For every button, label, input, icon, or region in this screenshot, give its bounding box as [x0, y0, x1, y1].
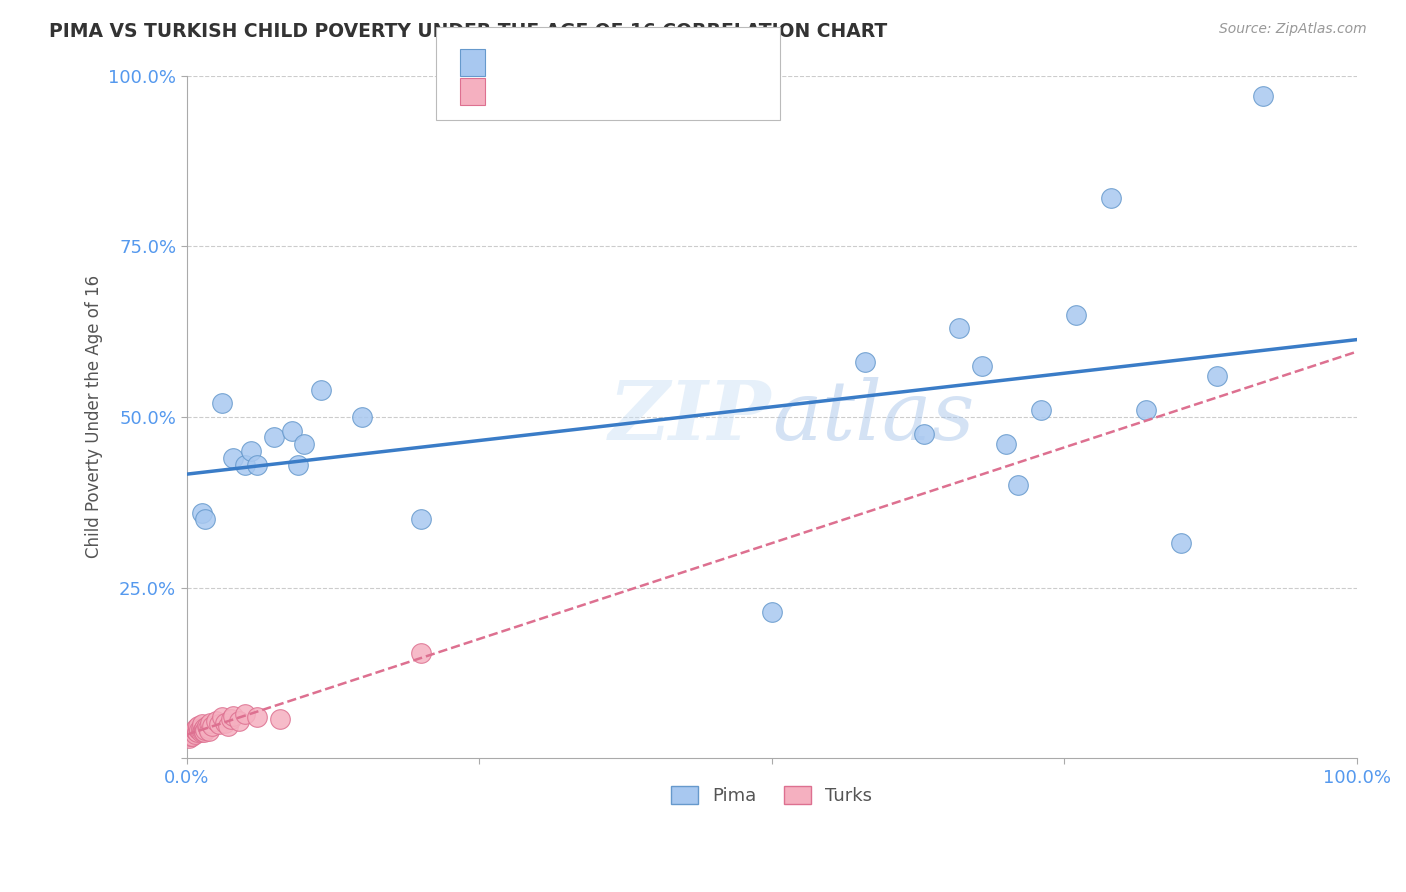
Point — [352, 409, 374, 424]
Point — [263, 430, 285, 444]
Point — [180, 727, 202, 741]
Text: ZIP: ZIP — [609, 377, 772, 457]
Point — [219, 712, 242, 726]
Point — [198, 715, 221, 730]
Point — [1205, 368, 1227, 383]
Point — [309, 383, 332, 397]
Point — [184, 723, 207, 737]
Point — [181, 729, 204, 743]
Point — [177, 731, 200, 745]
Text: Source: ZipAtlas.com: Source: ZipAtlas.com — [1219, 22, 1367, 37]
Point — [197, 721, 219, 735]
Point — [184, 721, 207, 735]
Point — [228, 714, 250, 728]
Point — [198, 724, 221, 739]
Point — [972, 359, 994, 373]
Point — [1170, 536, 1192, 550]
Point — [281, 424, 304, 438]
Point — [191, 723, 214, 737]
Point — [246, 458, 269, 472]
Point — [409, 512, 432, 526]
Legend: Pima, Turks: Pima, Turks — [662, 777, 882, 814]
Point — [1135, 403, 1157, 417]
Point — [855, 355, 877, 369]
Point — [183, 725, 205, 739]
Point — [292, 437, 315, 451]
Point — [912, 427, 935, 442]
Point — [186, 725, 208, 739]
Point — [187, 722, 209, 736]
Text: R = 0.496   N = 28: R = 0.496 N = 28 — [499, 54, 669, 71]
Point — [1007, 478, 1029, 492]
Point — [191, 506, 214, 520]
Point — [188, 723, 211, 737]
Point — [222, 450, 245, 465]
Point — [201, 718, 224, 732]
Point — [179, 730, 201, 744]
Point — [190, 725, 212, 739]
Point — [240, 444, 263, 458]
Point — [994, 437, 1017, 451]
Text: atlas: atlas — [772, 377, 974, 457]
Point — [194, 723, 217, 737]
Point — [211, 710, 233, 724]
Point — [211, 396, 233, 410]
Point — [205, 714, 228, 728]
Point — [194, 512, 217, 526]
Point — [233, 706, 256, 721]
Point — [246, 710, 269, 724]
Point — [191, 717, 214, 731]
Point — [1029, 403, 1052, 417]
Point — [190, 721, 212, 735]
Point — [217, 718, 239, 732]
Text: PIMA VS TURKISH CHILD POVERTY UNDER THE AGE OF 16 CORRELATION CHART: PIMA VS TURKISH CHILD POVERTY UNDER THE … — [49, 22, 887, 41]
Point — [287, 458, 309, 472]
Point — [187, 718, 209, 732]
Point — [191, 724, 214, 739]
Point — [214, 715, 236, 730]
Point — [193, 721, 215, 735]
Point — [184, 724, 207, 739]
Point — [233, 458, 256, 472]
Point — [184, 727, 207, 741]
Point — [1253, 89, 1275, 103]
Point — [208, 717, 231, 731]
Point — [1099, 191, 1122, 205]
Point — [193, 725, 215, 739]
Point — [409, 646, 432, 660]
Point — [761, 605, 783, 619]
Point — [195, 718, 218, 732]
Point — [222, 709, 245, 723]
Y-axis label: Child Poverty Under the Age of 16: Child Poverty Under the Age of 16 — [86, 276, 103, 558]
Point — [948, 321, 970, 335]
Text: R = 0.180   N = 38: R = 0.180 N = 38 — [499, 83, 669, 101]
Point — [269, 712, 291, 726]
Point — [1064, 308, 1087, 322]
